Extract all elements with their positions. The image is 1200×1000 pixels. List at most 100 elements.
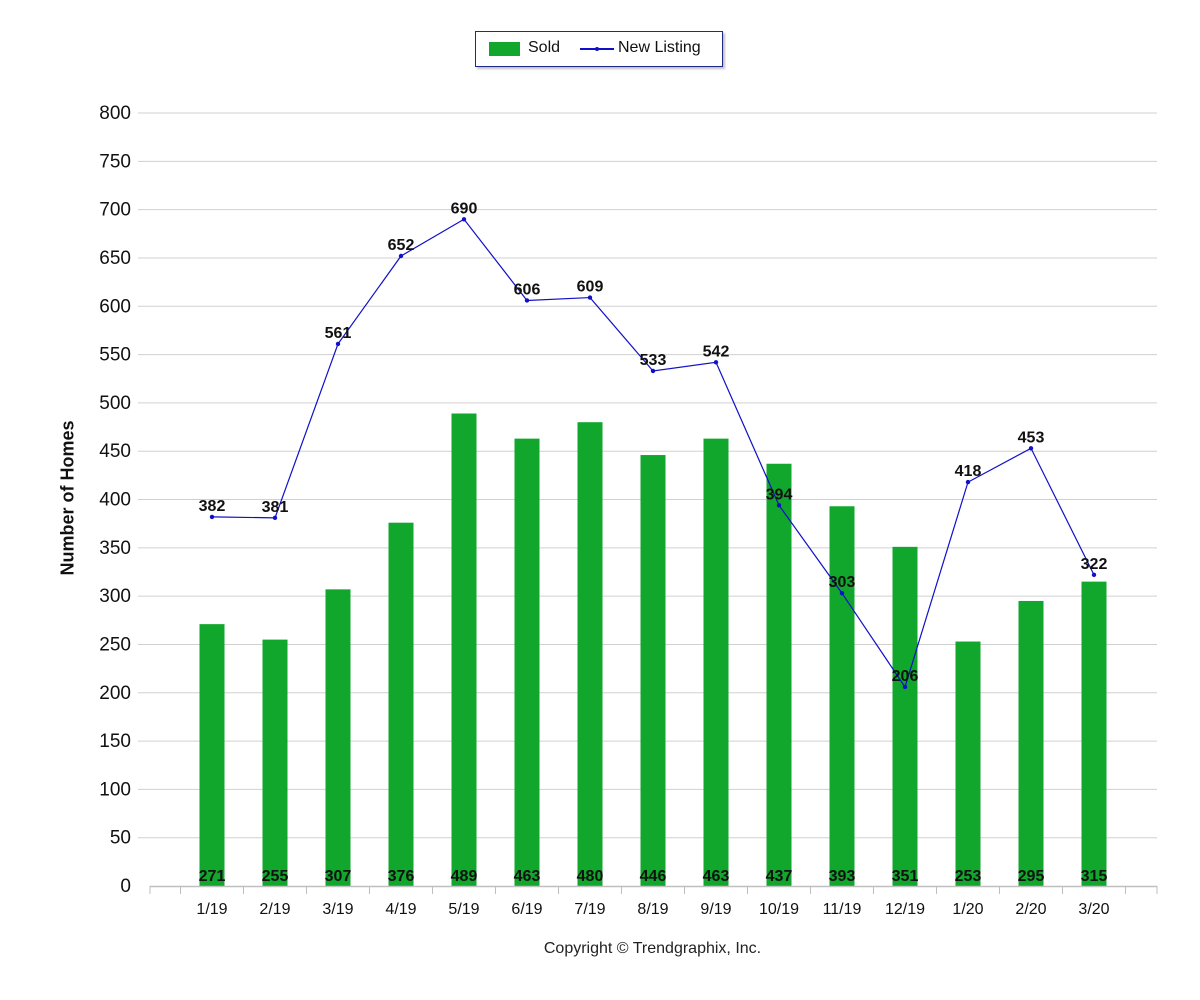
x-tick-label: 3/20	[1078, 901, 1109, 918]
bar-sold	[1081, 581, 1107, 886]
point-new-listing	[776, 503, 782, 508]
x-tick-label: 6/19	[511, 901, 542, 918]
legend-label-sold: Sold	[528, 39, 561, 56]
data-label-sold: 315	[1081, 868, 1108, 885]
y-tick-label: 750	[99, 151, 131, 172]
data-label-sold: 253	[955, 868, 982, 885]
x-axis	[149, 885, 1158, 894]
x-tick-label: 1/19	[196, 901, 227, 918]
data-label-sold: 489	[451, 868, 478, 885]
x-tick-label: 4/19	[385, 901, 416, 918]
y-tick-label: 350	[99, 538, 131, 559]
data-label-sold: 446	[640, 868, 667, 885]
y-tick-label: 0	[120, 876, 131, 897]
y-tick-label: 450	[99, 441, 131, 462]
y-tick-label: 400	[99, 490, 131, 511]
bar-sold	[325, 589, 351, 886]
point-new-listing	[1028, 446, 1034, 451]
data-label-sold: 480	[577, 868, 604, 885]
bar-sold	[1018, 600, 1044, 886]
point-new-listing	[839, 591, 845, 596]
bar-sold	[892, 546, 918, 886]
bar-sold	[577, 422, 603, 886]
y-tick-label: 600	[99, 296, 131, 317]
data-label-new-listing: 606	[514, 281, 541, 298]
y-tick-label: 500	[99, 393, 131, 414]
legend: Sold New Listing	[475, 31, 723, 67]
point-new-listing	[965, 479, 971, 485]
bar-sold	[766, 463, 792, 886]
legend-label-new-listing: New Listing	[618, 39, 701, 56]
data-label-new-listing: 382	[199, 498, 226, 515]
data-label-new-listing: 381	[262, 499, 289, 516]
bar-sold	[199, 624, 225, 886]
data-label-sold: 437	[766, 868, 793, 885]
copyright-text: Copyright © Trendgraphix, Inc.	[543, 940, 762, 957]
data-label-sold: 463	[514, 868, 541, 885]
point-new-listing	[461, 217, 467, 222]
y-tick-label: 550	[99, 345, 131, 366]
data-label-sold: 376	[388, 868, 415, 885]
point-new-listing	[902, 684, 908, 690]
bar-sold	[388, 522, 414, 886]
x-axis-ticks: 1/19 2/19 3/19 4/19 5/19 6/19 7/19 8/19 9/19 10/1…	[196, 901, 1109, 918]
x-tick-label: 10/19	[759, 901, 799, 918]
y-tick-label: 100	[99, 779, 131, 800]
point-new-listing	[398, 253, 404, 259]
bar-sold	[262, 639, 288, 886]
data-label-new-listing: 303	[829, 574, 856, 591]
data-label-new-listing: 394	[766, 486, 793, 503]
x-tick-label: 12/19	[885, 901, 925, 918]
y-tick-label: 650	[99, 248, 131, 269]
x-tick-label: 1/20	[952, 901, 983, 918]
data-label-new-listing: 690	[451, 200, 478, 217]
data-labels: 271 255 307 376 489 463 480 446 463 437 393 351 253 2…	[199, 200, 1108, 885]
legend-marker-new-listing	[595, 47, 599, 51]
x-tick-label: 5/19	[448, 901, 479, 918]
point-new-listing	[209, 514, 215, 520]
data-label-sold: 351	[892, 868, 919, 885]
y-tick-label: 200	[99, 683, 131, 704]
point-new-listing	[335, 341, 341, 347]
legend-swatch-sold	[489, 42, 520, 56]
point-new-listing	[650, 368, 656, 374]
x-tick-label: 2/19	[259, 901, 290, 918]
data-label-new-listing: 206	[892, 668, 919, 685]
data-label-new-listing: 453	[1018, 429, 1045, 446]
sold-bars	[199, 413, 1107, 886]
point-new-listing	[272, 515, 278, 521]
data-label-new-listing: 542	[703, 343, 730, 360]
new-listing-line	[209, 217, 1097, 690]
y-axis-ticks: 0 50 100 150 200 250 300 350 400 450 500 550 600 650 7…	[99, 103, 131, 897]
data-label-new-listing: 533	[640, 352, 667, 369]
data-label-new-listing: 418	[955, 463, 982, 480]
x-tick-label: 2/20	[1015, 901, 1046, 918]
y-tick-label: 800	[99, 103, 131, 124]
x-tick-label: 11/19	[823, 901, 862, 918]
x-tick-label: 9/19	[700, 901, 731, 918]
data-label-sold: 271	[199, 868, 226, 885]
bar-sold	[829, 506, 855, 886]
data-label-sold: 393	[829, 868, 856, 885]
data-label-new-listing: 652	[388, 237, 415, 254]
data-label-sold: 463	[703, 868, 730, 885]
point-new-listing	[1091, 572, 1097, 578]
point-new-listing	[524, 298, 530, 303]
data-label-new-listing: 561	[325, 325, 352, 342]
y-axis-label: Number of Homes	[57, 420, 78, 576]
data-label-sold: 295	[1018, 868, 1045, 885]
y-tick-label: 150	[99, 731, 131, 752]
y-tick-label: 50	[110, 828, 131, 849]
x-tick-label: 8/19	[637, 901, 668, 918]
data-label-sold: 255	[262, 868, 289, 885]
x-tick-label: 3/19	[322, 901, 353, 918]
bar-sold	[703, 438, 729, 886]
bar-sold	[514, 438, 540, 886]
point-new-listing	[713, 360, 719, 365]
data-label-new-listing: 322	[1081, 556, 1108, 573]
x-tick-label: 7/19	[574, 901, 605, 918]
bar-sold	[955, 641, 981, 886]
y-tick-label: 250	[99, 634, 131, 655]
bar-sold	[451, 413, 477, 886]
